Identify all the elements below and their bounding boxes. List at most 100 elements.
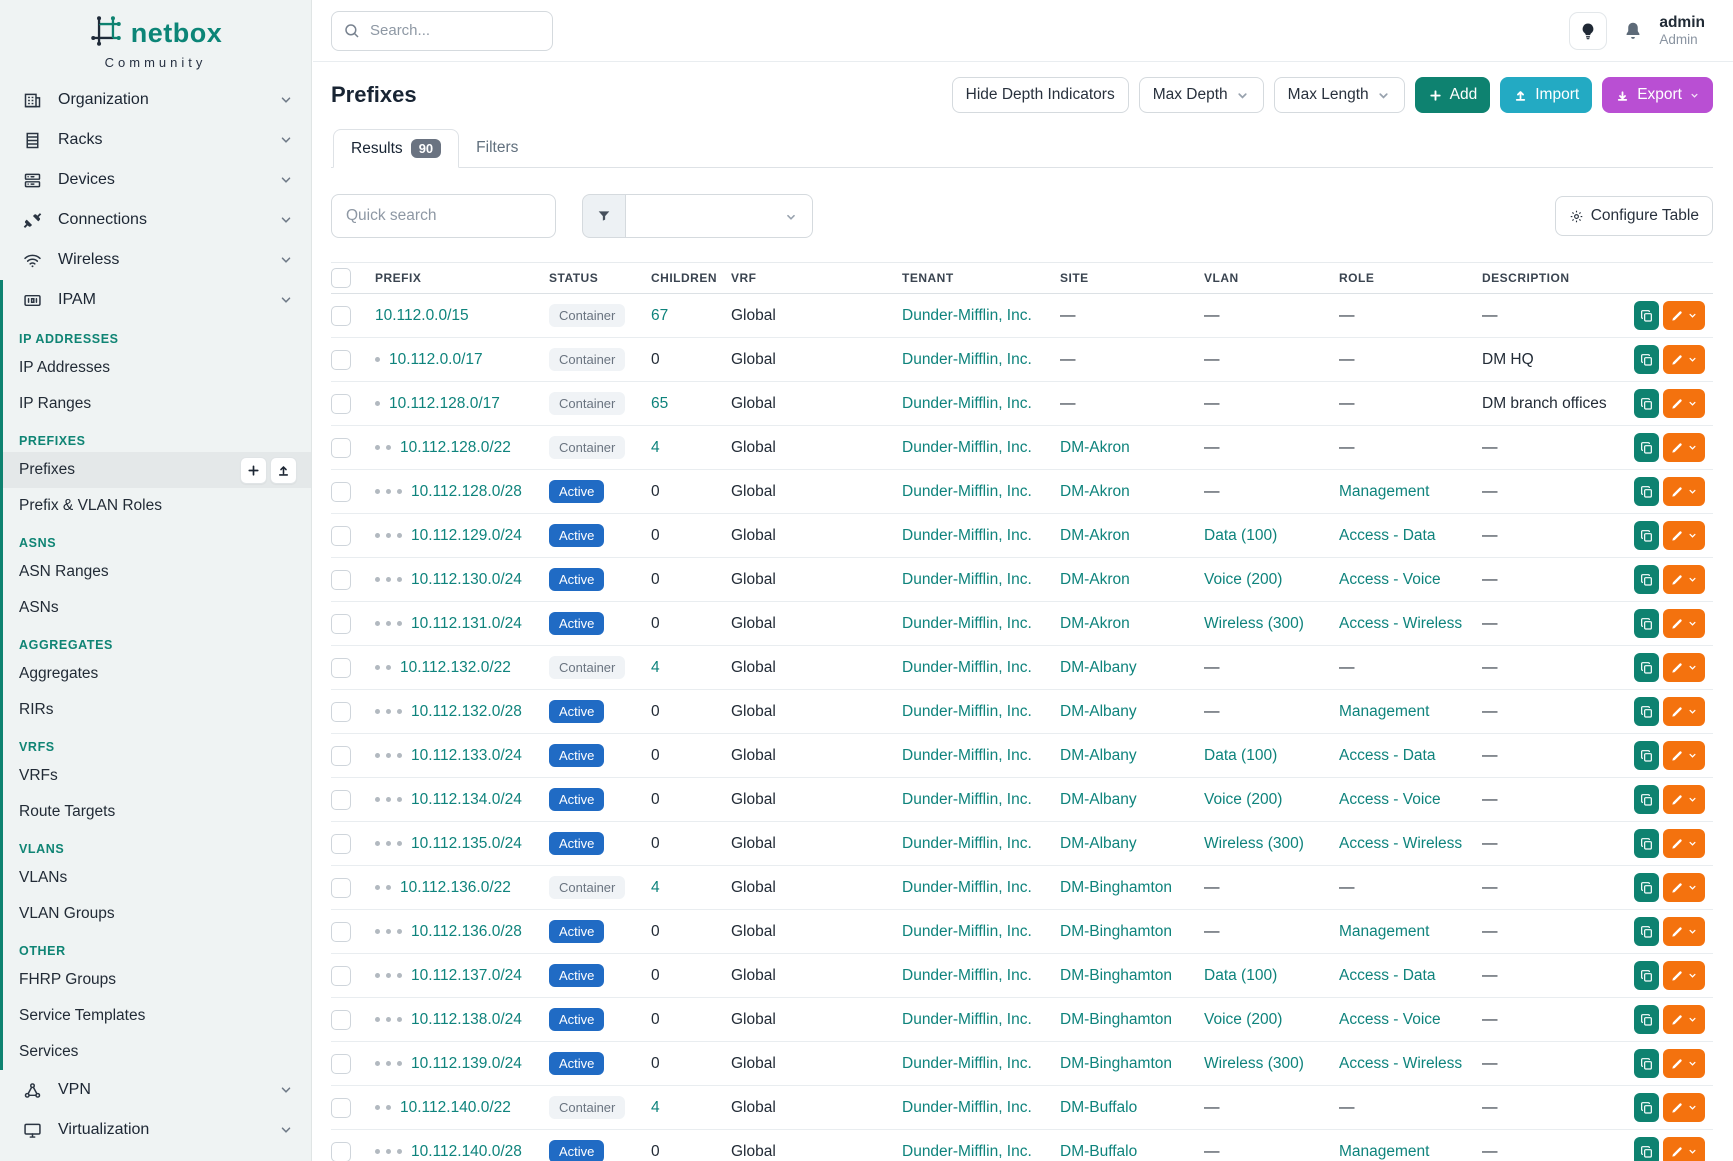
role-link[interactable]: Access - Voice — [1339, 1010, 1441, 1028]
sidebar-item-organization[interactable]: Organization — [0, 80, 311, 120]
edit-button[interactable] — [1663, 477, 1705, 506]
prefix-link[interactable]: 10.112.128.0/28 — [411, 482, 522, 500]
site-link[interactable]: DM-Albany — [1060, 746, 1137, 764]
sidebar-item-devices[interactable]: Devices — [0, 160, 311, 200]
clone-button[interactable] — [1634, 741, 1660, 770]
col-vrf[interactable]: VRF — [731, 262, 902, 294]
clone-button[interactable] — [1634, 477, 1660, 506]
role-link[interactable]: Management — [1339, 922, 1430, 940]
row-checkbox[interactable] — [331, 349, 351, 370]
clone-button[interactable] — [1634, 609, 1660, 638]
prefix-link[interactable]: 10.112.131.0/24 — [411, 614, 522, 632]
tenant-link[interactable]: Dunder-Mifflin, Inc. — [902, 1054, 1032, 1072]
children-count-link[interactable]: 4 — [651, 1098, 660, 1116]
import-button[interactable]: Import — [1500, 77, 1593, 113]
tenant-link[interactable]: Dunder-Mifflin, Inc. — [902, 878, 1032, 896]
tenant-link[interactable]: Dunder-Mifflin, Inc. — [902, 1098, 1032, 1116]
site-link[interactable]: DM-Binghamton — [1060, 1054, 1172, 1072]
row-checkbox[interactable] — [331, 789, 351, 810]
tenant-link[interactable]: Dunder-Mifflin, Inc. — [902, 526, 1032, 544]
sidebar-item-circuits[interactable]: Circuits — [0, 1150, 311, 1161]
search-input[interactable] — [331, 10, 553, 51]
vlan-link[interactable]: Wireless (300) — [1204, 1054, 1304, 1072]
tenant-link[interactable]: Dunder-Mifflin, Inc. — [902, 658, 1032, 676]
sidebar-item-asns[interactable]: ASNs — [19, 599, 59, 616]
site-link[interactable]: DM-Akron — [1060, 438, 1130, 456]
prefix-link[interactable]: 10.112.135.0/24 — [411, 834, 522, 852]
site-link[interactable]: DM-Binghamton — [1060, 966, 1172, 984]
row-checkbox[interactable] — [331, 393, 351, 414]
site-link[interactable]: DM-Albany — [1060, 790, 1137, 808]
clone-button[interactable] — [1634, 301, 1660, 330]
site-link[interactable]: DM-Albany — [1060, 834, 1137, 852]
clone-button[interactable] — [1634, 389, 1660, 418]
clone-button[interactable] — [1634, 829, 1660, 858]
prefix-link[interactable]: 10.112.0.0/15 — [375, 306, 469, 324]
row-checkbox[interactable] — [331, 1141, 351, 1161]
sidebar-item-prefixes[interactable]: Prefixes — [3, 452, 311, 488]
role-link[interactable]: Access - Voice — [1339, 570, 1441, 588]
row-checkbox[interactable] — [331, 437, 351, 458]
sidebar-item-ip-addresses[interactable]: IP Addresses — [19, 359, 111, 376]
edit-button[interactable] — [1663, 565, 1705, 594]
role-link[interactable]: Management — [1339, 482, 1430, 500]
tenant-link[interactable]: Dunder-Mifflin, Inc. — [902, 922, 1032, 940]
clone-button[interactable] — [1634, 917, 1660, 946]
children-count-link[interactable]: 4 — [651, 438, 660, 456]
prefix-link[interactable]: 10.112.137.0/24 — [411, 966, 522, 984]
quick-add-button[interactable] — [240, 456, 267, 484]
clone-button[interactable] — [1634, 961, 1660, 990]
site-link[interactable]: DM-Akron — [1060, 482, 1130, 500]
edit-button[interactable] — [1663, 521, 1705, 550]
edit-button[interactable] — [1663, 917, 1705, 946]
tenant-link[interactable]: Dunder-Mifflin, Inc. — [902, 306, 1032, 324]
tenant-link[interactable]: Dunder-Mifflin, Inc. — [902, 746, 1032, 764]
site-link[interactable]: DM-Buffalo — [1060, 1142, 1138, 1160]
col-prefix[interactable]: PREFIX — [375, 262, 549, 294]
edit-button[interactable] — [1663, 1093, 1705, 1122]
prefix-link[interactable]: 10.112.136.0/28 — [411, 922, 522, 940]
edit-button[interactable] — [1663, 1137, 1705, 1161]
row-checkbox[interactable] — [331, 657, 351, 678]
col-vlan[interactable]: VLAN — [1204, 262, 1339, 294]
clone-button[interactable] — [1634, 1005, 1660, 1034]
prefix-link[interactable]: 10.112.130.0/24 — [411, 570, 522, 588]
row-checkbox[interactable] — [331, 1097, 351, 1118]
row-checkbox[interactable] — [331, 877, 351, 898]
role-link[interactable]: Access - Wireless — [1339, 614, 1463, 632]
site-link[interactable]: DM-Albany — [1060, 702, 1137, 720]
role-link[interactable]: Management — [1339, 1142, 1430, 1160]
row-checkbox[interactable] — [331, 745, 351, 766]
prefix-link[interactable]: 10.112.133.0/24 — [411, 746, 522, 764]
filter-button[interactable] — [582, 194, 626, 238]
col-role[interactable]: ROLE — [1339, 262, 1482, 294]
children-count-link[interactable]: 65 — [651, 394, 669, 412]
clone-button[interactable] — [1634, 521, 1660, 550]
tab-filters[interactable]: Filters — [476, 139, 519, 156]
sidebar-item-ip-ranges[interactable]: IP Ranges — [19, 395, 92, 412]
sidebar-item-service-templates[interactable]: Service Templates — [19, 1007, 146, 1024]
edit-button[interactable] — [1663, 301, 1705, 330]
col-status[interactable]: STATUS — [549, 262, 651, 294]
row-checkbox[interactable] — [331, 569, 351, 590]
theme-toggle-button[interactable] — [1569, 11, 1608, 50]
edit-button[interactable] — [1663, 961, 1705, 990]
clone-button[interactable] — [1634, 873, 1660, 902]
sidebar-item-rirs[interactable]: RIRs — [19, 701, 54, 718]
saved-filter-select[interactable] — [626, 194, 813, 238]
prefix-link[interactable]: 10.112.128.0/22 — [400, 438, 511, 456]
prefix-link[interactable]: 10.112.138.0/24 — [411, 1010, 522, 1028]
edit-button[interactable] — [1663, 1005, 1705, 1034]
site-link[interactable]: DM-Binghamton — [1060, 878, 1172, 896]
sidebar-item-virtualization[interactable]: Virtualization — [0, 1110, 311, 1150]
site-link[interactable]: DM-Albany — [1060, 658, 1137, 676]
notifications-button[interactable] — [1622, 20, 1644, 42]
tenant-link[interactable]: Dunder-Mifflin, Inc. — [902, 350, 1032, 368]
add-button[interactable]: Add — [1414, 77, 1491, 113]
quick-import-button[interactable] — [270, 456, 297, 484]
vlan-link[interactable]: Data (100) — [1204, 526, 1278, 544]
sidebar-item-vlan-groups[interactable]: VLAN Groups — [19, 905, 115, 922]
tenant-link[interactable]: Dunder-Mifflin, Inc. — [902, 614, 1032, 632]
vlan-link[interactable]: Wireless (300) — [1204, 614, 1304, 632]
tenant-link[interactable]: Dunder-Mifflin, Inc. — [902, 570, 1032, 588]
